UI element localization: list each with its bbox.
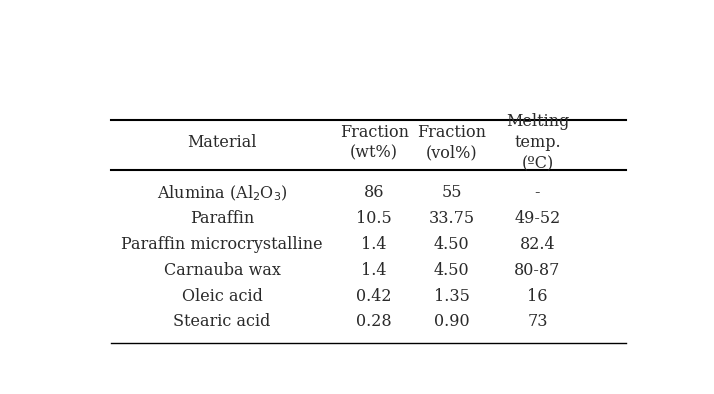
Text: Carnauba wax: Carnauba wax (164, 262, 281, 279)
Text: Material: Material (187, 134, 257, 151)
Text: 16: 16 (527, 288, 548, 305)
Text: 1.35: 1.35 (434, 288, 470, 305)
Text: 55: 55 (441, 184, 462, 201)
Text: 1.4: 1.4 (361, 236, 387, 253)
Text: Stearic acid: Stearic acid (174, 313, 271, 330)
Text: 82.4: 82.4 (520, 236, 555, 253)
Text: 0.42: 0.42 (356, 288, 392, 305)
Text: 0.28: 0.28 (356, 313, 392, 330)
Text: 73: 73 (527, 313, 548, 330)
Text: Paraffin microcrystalline: Paraffin microcrystalline (121, 236, 323, 253)
Text: Fraction
(wt%): Fraction (wt%) (340, 124, 408, 162)
Text: 1.4: 1.4 (361, 262, 387, 279)
Text: 0.90: 0.90 (434, 313, 470, 330)
Text: 4.50: 4.50 (434, 262, 470, 279)
Text: -: - (535, 184, 540, 201)
Text: 33.75: 33.75 (428, 210, 475, 227)
Text: Oleic acid: Oleic acid (181, 288, 263, 305)
Text: 49-52: 49-52 (514, 210, 560, 227)
Text: Paraffin: Paraffin (190, 210, 254, 227)
Text: Alumina (Al$_2$O$_3$): Alumina (Al$_2$O$_3$) (156, 183, 288, 203)
Text: 80-87: 80-87 (514, 262, 560, 279)
Text: 86: 86 (364, 184, 384, 201)
Text: Fraction
(vol%): Fraction (vol%) (417, 124, 486, 162)
Text: 4.50: 4.50 (434, 236, 470, 253)
Text: 10.5: 10.5 (356, 210, 392, 227)
Text: Melting
temp.
(ºC): Melting temp. (ºC) (506, 113, 569, 172)
